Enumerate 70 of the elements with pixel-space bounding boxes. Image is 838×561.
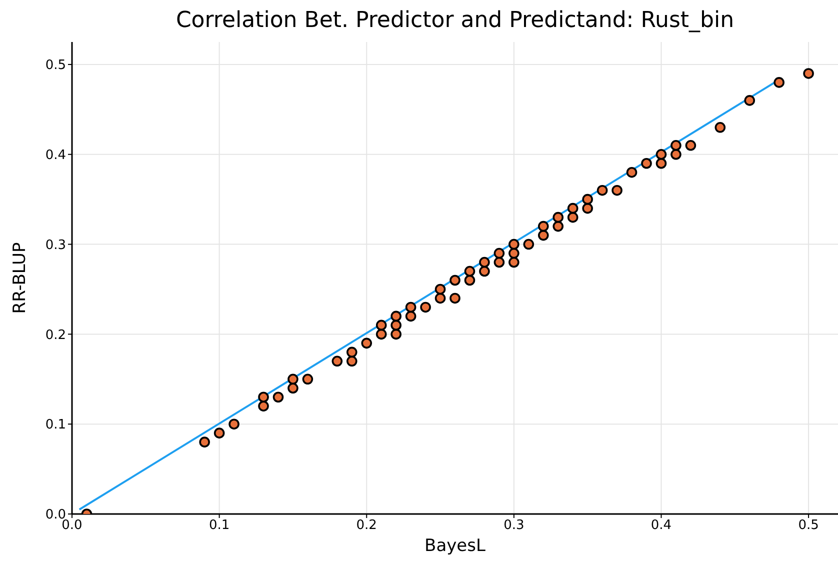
- point: [288, 374, 298, 385]
- point: [552, 220, 564, 232]
- x-tick-label: 0.2: [356, 518, 377, 534]
- point: [272, 392, 284, 403]
- point: [508, 238, 520, 250]
- point: [494, 256, 505, 268]
- point: [464, 266, 476, 277]
- point: [582, 194, 593, 205]
- point: [199, 436, 210, 448]
- point: [641, 158, 652, 169]
- point: [434, 284, 446, 295]
- point: [450, 274, 460, 286]
- point: [288, 382, 298, 394]
- point: [479, 266, 490, 277]
- point: [479, 256, 490, 268]
- point: [670, 140, 682, 151]
- x-tick-label: 0.4: [650, 518, 672, 534]
- point: [302, 374, 314, 385]
- point: [405, 302, 416, 313]
- point: [744, 95, 756, 106]
- point: [538, 220, 549, 232]
- point: [774, 77, 784, 88]
- y-tick-label: 0.4: [45, 148, 66, 163]
- point: [332, 356, 343, 367]
- y-axis-title: RR-BLUP: [10, 242, 30, 314]
- y-tick-label: 0.1: [45, 418, 66, 433]
- point: [214, 428, 225, 438]
- point: [714, 122, 726, 133]
- y-tick-label: 0.5: [45, 58, 66, 74]
- point: [464, 274, 476, 286]
- point: [523, 238, 534, 250]
- point: [258, 400, 269, 412]
- point: [346, 346, 358, 358]
- point: [361, 338, 372, 349]
- point: [567, 202, 578, 214]
- point: [494, 248, 505, 259]
- point: [508, 256, 520, 268]
- point: [582, 202, 593, 214]
- point: [656, 158, 667, 169]
- x-tick-label: 0.3: [504, 518, 524, 534]
- point: [685, 140, 696, 151]
- point: [612, 184, 622, 196]
- point: [228, 418, 240, 430]
- point: [376, 328, 387, 340]
- chart-title: Correlation Bet. Predictor and Predictand: Rust_bin: [174, 8, 736, 33]
- x-tick-label: 0.0: [62, 518, 82, 534]
- point: [508, 248, 520, 259]
- point: [390, 328, 402, 340]
- y-tick-label: 0.2: [45, 328, 66, 343]
- point: [390, 310, 402, 322]
- point: [596, 184, 608, 196]
- y-tick-label: 0.3: [45, 238, 66, 253]
- point: [405, 310, 416, 322]
- point: [670, 148, 682, 160]
- point: [538, 230, 549, 241]
- point: [434, 292, 446, 304]
- point: [450, 292, 460, 304]
- point: [420, 302, 431, 313]
- point: [390, 320, 402, 331]
- point: [258, 392, 269, 403]
- point: [376, 320, 387, 331]
- point: [803, 68, 814, 79]
- x-axis-title: BayesL: [424, 536, 486, 556]
- x-tick-label: 0.1: [208, 518, 230, 534]
- point: [567, 212, 578, 223]
- x-tick-label: 0.5: [798, 518, 819, 534]
- point: [346, 356, 358, 367]
- point: [626, 166, 638, 178]
- point: [656, 148, 667, 160]
- point: [552, 212, 564, 223]
